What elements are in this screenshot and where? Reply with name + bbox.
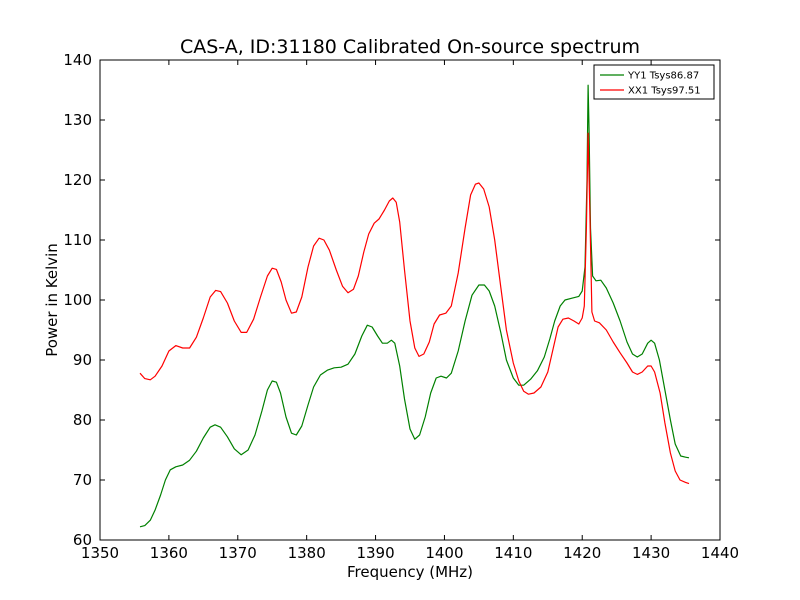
x-tick-label: 1400 [425, 544, 463, 562]
legend-label: YY1 Tsys86.87 [627, 71, 699, 82]
y-tick-label: 70 [73, 471, 92, 489]
x-tick-label: 1420 [563, 544, 601, 562]
y-tick-label: 90 [73, 351, 92, 369]
y-tick-label: 60 [73, 531, 92, 549]
y-tick-label: 110 [63, 231, 92, 249]
chart-title: CAS-A, ID:31180 Calibrated On-source spe… [180, 36, 640, 58]
y-axis-label: Power in Kelvin [43, 243, 61, 357]
x-tick-label: 1370 [219, 544, 257, 562]
axis-ticks: 1350 1360 1370 1380 1390 1400 1410 1420 1430 1440… [63, 51, 739, 562]
series-lines [139, 84, 690, 528]
legend: YY1 Tsys86.87 XX1 Tsys97.51 [593, 64, 715, 100]
x-axis-label: Frequency (MHz) [347, 563, 473, 581]
x-tick-label: 1440 [701, 544, 739, 562]
y-tick-label: 130 [63, 111, 92, 129]
x-tick-label: 1350 [81, 544, 119, 562]
x-tick-label: 1380 [288, 544, 326, 562]
y-tick-label: 140 [63, 51, 92, 69]
legend-box [593, 64, 715, 100]
y-tick-label: 120 [63, 171, 92, 189]
y-tick-label: 80 [73, 411, 92, 429]
plot-frame [99, 59, 721, 541]
y-tick-label: 100 [63, 291, 92, 309]
legend-label: XX1 Tsys97.51 [628, 86, 701, 97]
x-tick-label: 1430 [632, 544, 670, 562]
series-line-1 [139, 84, 690, 528]
x-tick-label: 1360 [150, 544, 188, 562]
x-tick-label: 1390 [356, 544, 394, 562]
series-line-2 [139, 132, 690, 485]
x-tick-label: 1410 [494, 544, 532, 562]
